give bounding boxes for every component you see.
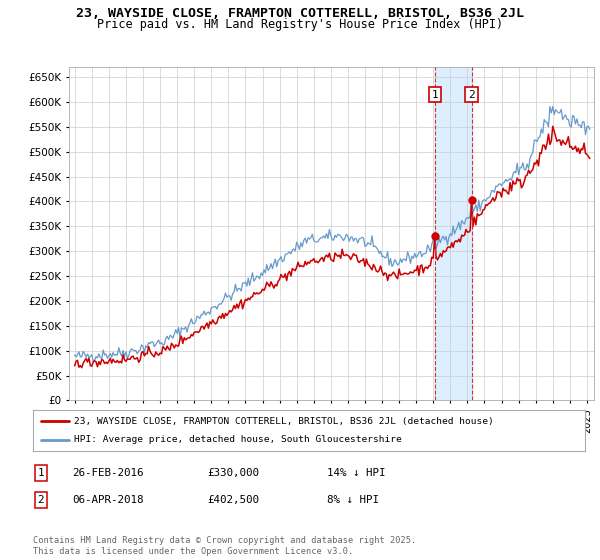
- Text: HPI: Average price, detached house, South Gloucestershire: HPI: Average price, detached house, Sout…: [74, 436, 402, 445]
- Text: 2: 2: [468, 90, 475, 100]
- Text: Price paid vs. HM Land Registry's House Price Index (HPI): Price paid vs. HM Land Registry's House …: [97, 18, 503, 31]
- Text: 1: 1: [38, 468, 44, 478]
- Text: 8% ↓ HPI: 8% ↓ HPI: [327, 495, 379, 505]
- Text: 26-FEB-2016: 26-FEB-2016: [72, 468, 143, 478]
- Text: 23, WAYSIDE CLOSE, FRAMPTON COTTERELL, BRISTOL, BS36 2JL: 23, WAYSIDE CLOSE, FRAMPTON COTTERELL, B…: [76, 7, 524, 20]
- Text: 23, WAYSIDE CLOSE, FRAMPTON COTTERELL, BRISTOL, BS36 2JL (detached house): 23, WAYSIDE CLOSE, FRAMPTON COTTERELL, B…: [74, 417, 494, 426]
- Text: £402,500: £402,500: [207, 495, 259, 505]
- Text: 06-APR-2018: 06-APR-2018: [72, 495, 143, 505]
- Text: 1: 1: [431, 90, 438, 100]
- Text: Contains HM Land Registry data © Crown copyright and database right 2025.
This d: Contains HM Land Registry data © Crown c…: [33, 536, 416, 556]
- Text: 2: 2: [38, 495, 44, 505]
- Text: 14% ↓ HPI: 14% ↓ HPI: [327, 468, 386, 478]
- Bar: [434, 67, 472, 400]
- Text: £330,000: £330,000: [207, 468, 259, 478]
